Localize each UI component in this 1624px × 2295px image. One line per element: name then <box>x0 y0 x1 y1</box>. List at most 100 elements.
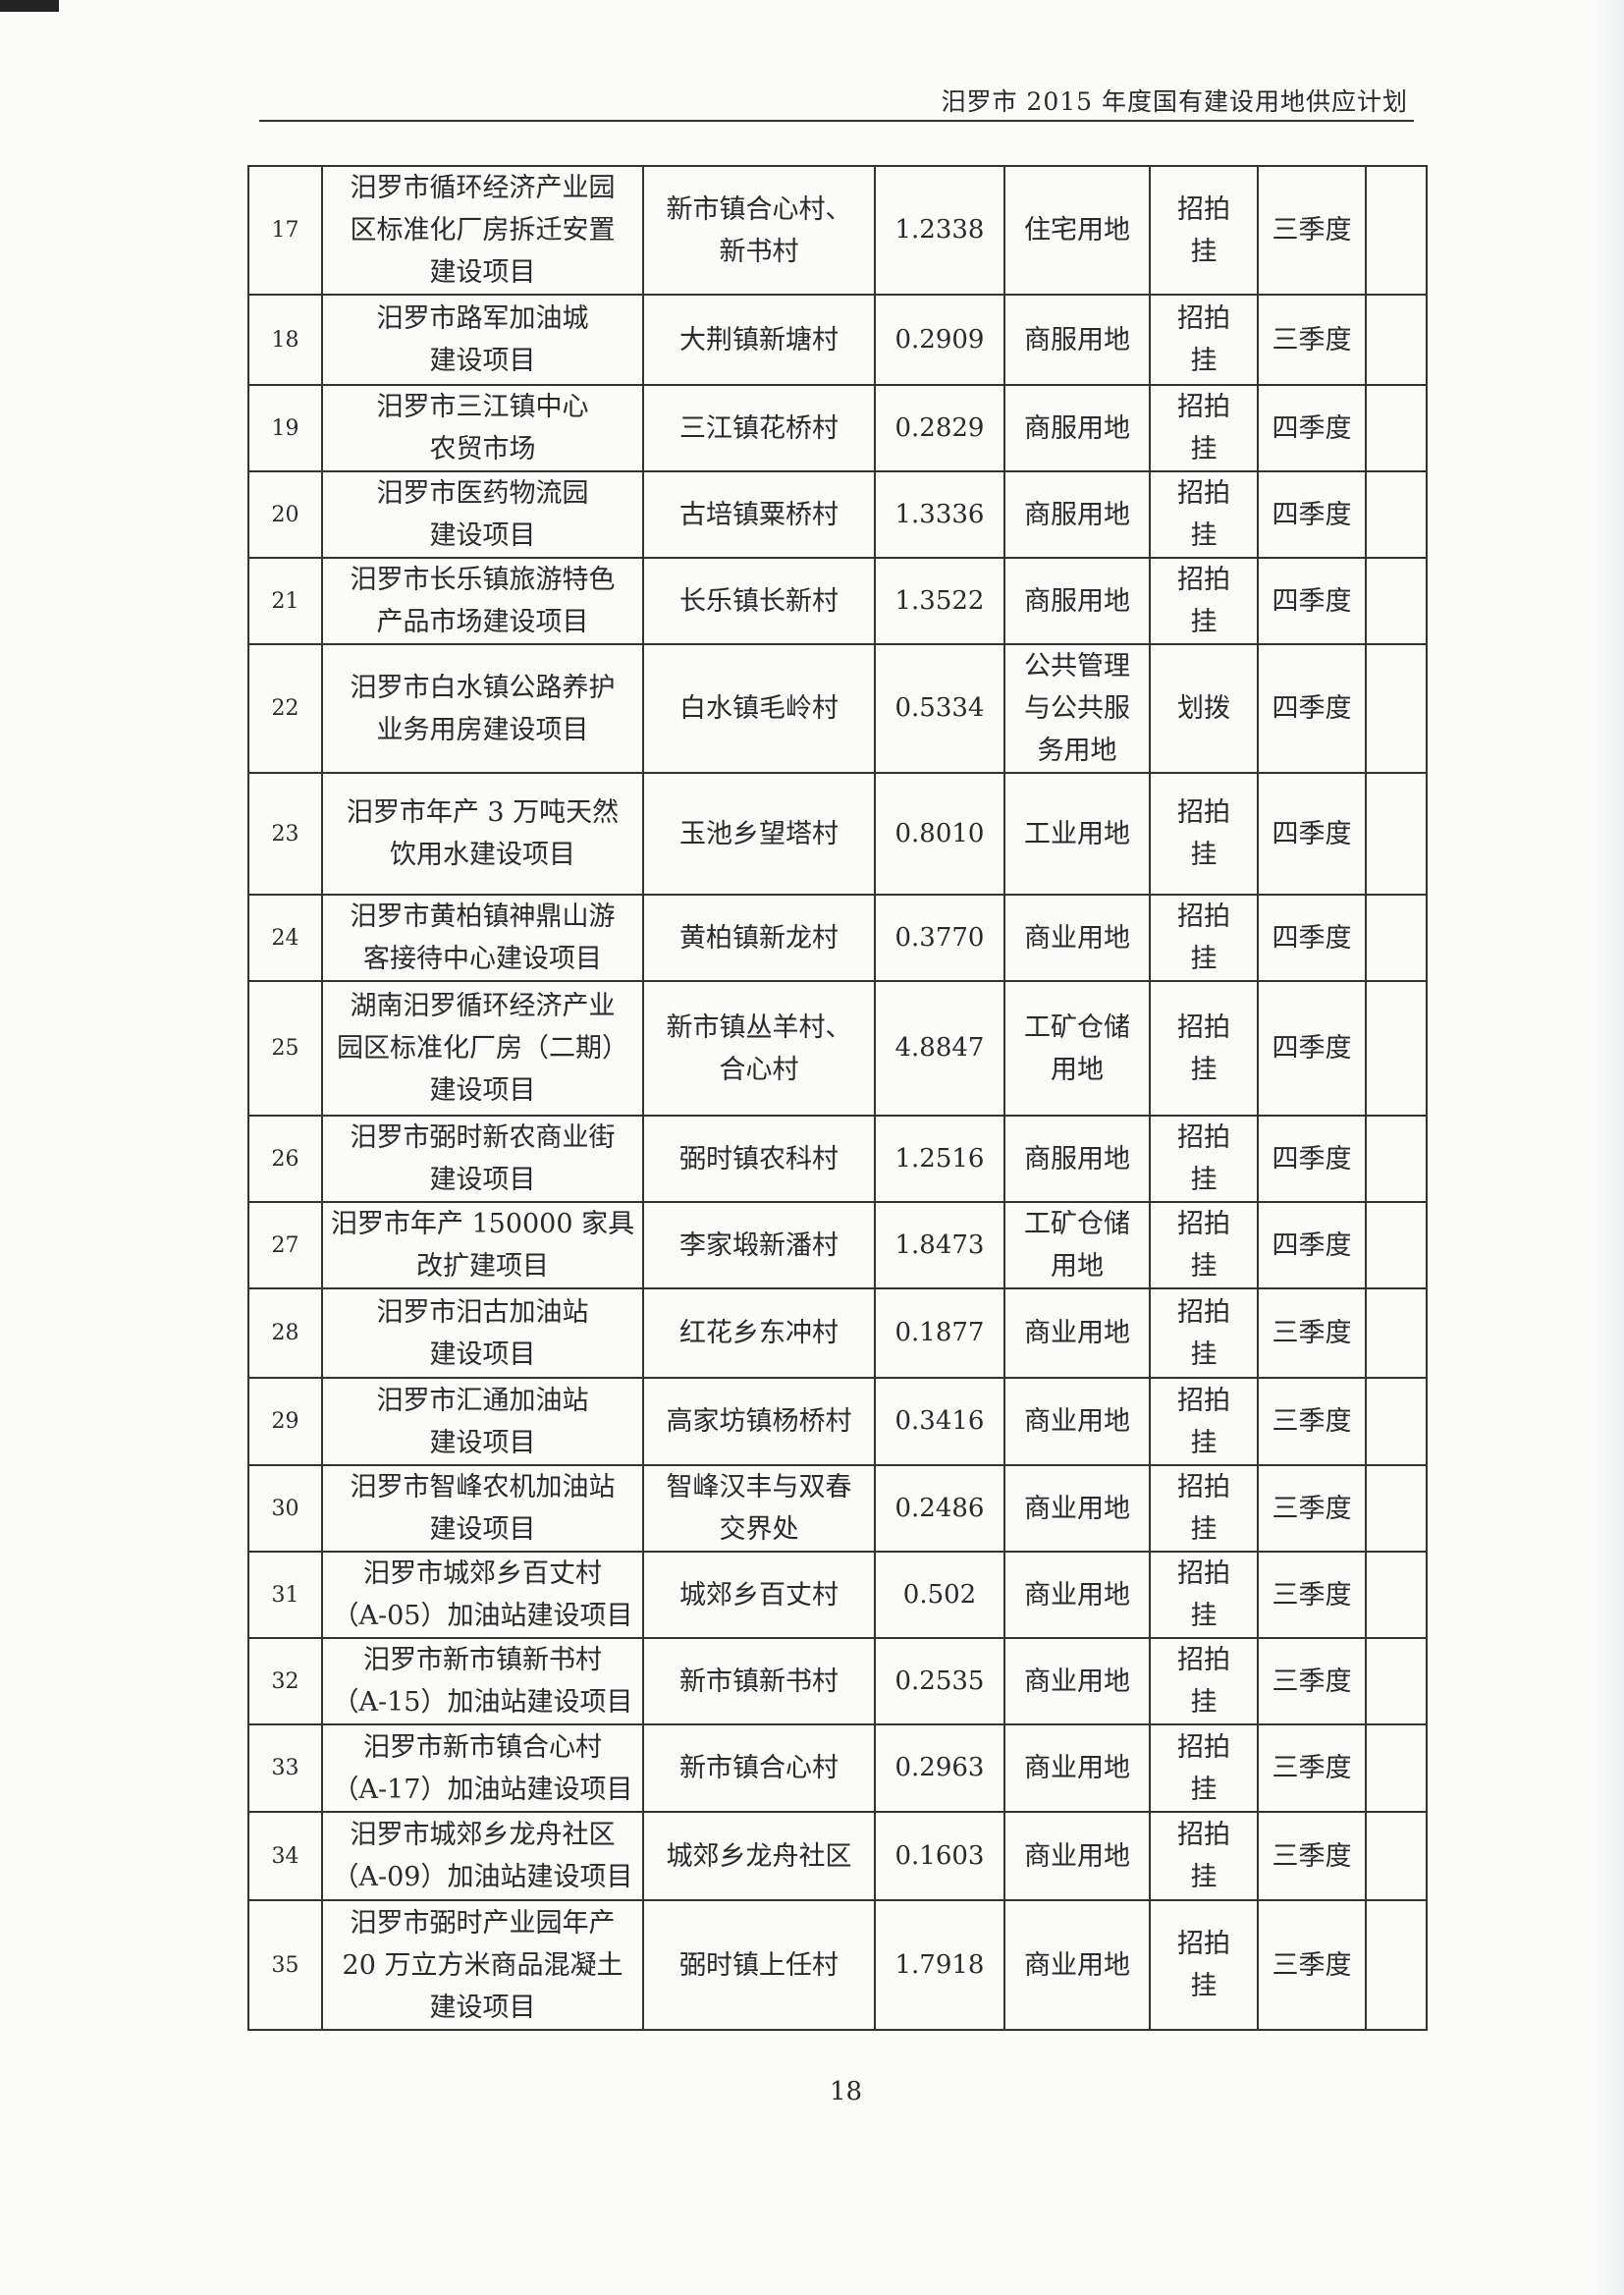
supply-method-cell: 招拍 挂 <box>1149 1201 1259 1289</box>
row-number-cell: 29 <box>247 1377 323 1466</box>
table-row: 30 汨罗市智峰农机加油站 建设项目 智峰汉丰与双春 交界处 0.2486 商业用地 招拍… <box>247 1464 1428 1553</box>
scan-edge <box>0 0 59 12</box>
table-row: 29 汨罗市汇通加油站 建设项目 高家坊镇杨桥村 0.3416 商业用地 招拍 挂三季度 <box>247 1377 1428 1466</box>
note-cell <box>1365 1899 1428 2031</box>
supply-quarter-cell: 四季度 <box>1257 557 1367 645</box>
supply-quarter-cell: 三季度 <box>1257 1637 1367 1725</box>
area-cell: 0.2829 <box>874 384 1005 472</box>
project-name-cell: 汨罗市长乐镇旅游特色 产品市场建设项目 <box>321 557 644 645</box>
area-cell: 0.1603 <box>874 1811 1005 1901</box>
location-cell: 新市镇新书村 <box>642 1637 876 1725</box>
table-row: 24 汨罗市黄柏镇神鼎山游 客接待中心建设项目 黄柏镇新龙村 0.3770 商业用地 招拍… <box>247 894 1428 982</box>
area-cell: 0.3416 <box>874 1377 1005 1466</box>
row-number-cell: 22 <box>247 643 323 774</box>
supply-method-cell: 招拍 挂 <box>1149 772 1259 896</box>
supply-quarter-cell: 三季度 <box>1257 294 1367 386</box>
area-cell: 0.1877 <box>874 1287 1005 1379</box>
note-cell <box>1365 1287 1428 1379</box>
area-cell: 0.2909 <box>874 294 1005 386</box>
project-name-cell: 汨罗市循环经济产业园 区标准化厂房拆迁安置 建设项目 <box>321 165 644 296</box>
table-row: 34 汨罗市城郊乡龙舟社区 （A-09）加油站建设项目 城郊乡龙舟社区 0.1603 商… <box>247 1811 1428 1901</box>
supply-method-cell: 划拨 <box>1149 643 1259 774</box>
supply-quarter-cell: 四季度 <box>1257 894 1367 982</box>
supply-quarter-cell: 三季度 <box>1257 1287 1367 1379</box>
table-row: 28 汨罗市汨古加油站 建设项目 红花乡东冲村 0.1877 商业用地 招拍 挂三季度 <box>247 1287 1428 1379</box>
land-use-cell: 住宅用地 <box>1003 165 1151 296</box>
table-row: 31 汨罗市城郊乡百丈村 （A-05）加油站建设项目 城郊乡百丈村 0.502 商业用地… <box>247 1551 1428 1639</box>
land-use-cell: 商业用地 <box>1003 1899 1151 2031</box>
land-use-cell: 商业用地 <box>1003 1377 1151 1466</box>
supply-quarter-cell: 三季度 <box>1257 165 1367 296</box>
location-cell: 智峰汉丰与双春 交界处 <box>642 1464 876 1553</box>
project-name-cell: 汨罗市三江镇中心 农贸市场 <box>321 384 644 472</box>
location-cell: 长乐镇长新村 <box>642 557 876 645</box>
supply-method-cell: 招拍 挂 <box>1149 1551 1259 1639</box>
project-name-cell: 汨罗市年产 3 万吨天然 饮用水建设项目 <box>321 772 644 896</box>
area-cell: 4.8847 <box>874 980 1005 1117</box>
note-cell <box>1365 894 1428 982</box>
supply-method-cell: 招拍 挂 <box>1149 165 1259 296</box>
land-use-cell: 商服用地 <box>1003 557 1151 645</box>
location-cell: 黄柏镇新龙村 <box>642 894 876 982</box>
land-use-cell: 商业用地 <box>1003 1464 1151 1553</box>
location-cell: 新市镇合心村、 新书村 <box>642 165 876 296</box>
land-use-cell: 商业用地 <box>1003 1551 1151 1639</box>
note-cell <box>1365 1201 1428 1289</box>
project-name-cell: 汨罗市黄柏镇神鼎山游 客接待中心建设项目 <box>321 894 644 982</box>
note-cell <box>1365 1115 1428 1203</box>
row-number-cell: 32 <box>247 1637 323 1725</box>
land-use-cell: 商服用地 <box>1003 470 1151 559</box>
location-cell: 白水镇毛岭村 <box>642 643 876 774</box>
area-cell: 0.2963 <box>874 1723 1005 1813</box>
supply-method-cell: 招拍 挂 <box>1149 1811 1259 1901</box>
project-name-cell: 汨罗市汨古加油站 建设项目 <box>321 1287 644 1379</box>
location-cell: 三江镇花桥村 <box>642 384 876 472</box>
row-number-cell: 30 <box>247 1464 323 1553</box>
project-name-cell: 汨罗市汇通加油站 建设项目 <box>321 1377 644 1466</box>
row-number-cell: 27 <box>247 1201 323 1289</box>
area-cell: 1.3336 <box>874 470 1005 559</box>
supply-quarter-cell: 三季度 <box>1257 1899 1367 2031</box>
area-cell: 1.3522 <box>874 557 1005 645</box>
location-cell: 玉池乡望塔村 <box>642 772 876 896</box>
note-cell <box>1365 1723 1428 1813</box>
location-cell: 城郊乡百丈村 <box>642 1551 876 1639</box>
note-cell <box>1365 980 1428 1117</box>
land-use-cell: 商服用地 <box>1003 1115 1151 1203</box>
supply-quarter-cell: 三季度 <box>1257 1551 1367 1639</box>
note-cell <box>1365 772 1428 896</box>
land-use-cell: 工矿仓储 用地 <box>1003 980 1151 1117</box>
supply-method-cell: 招拍 挂 <box>1149 1464 1259 1553</box>
row-number-cell: 21 <box>247 557 323 645</box>
area-cell: 0.3770 <box>874 894 1005 982</box>
area-cell: 0.5334 <box>874 643 1005 774</box>
note-cell <box>1365 1377 1428 1466</box>
project-name-cell: 汨罗市医药物流园 建设项目 <box>321 470 644 559</box>
table-row: 35 汨罗市弼时产业园年产 20 万立方米商品混凝土 建设项目 弼时镇上任村 1.79… <box>247 1899 1428 2031</box>
table-row: 27 汨罗市年产 150000 家具 改扩建项目 李家塅新潘村 1.8473 工矿仓储 … <box>247 1201 1428 1289</box>
row-number-cell: 18 <box>247 294 323 386</box>
land-use-cell: 商业用地 <box>1003 1637 1151 1725</box>
location-cell: 红花乡东冲村 <box>642 1287 876 1379</box>
row-number-cell: 19 <box>247 384 323 472</box>
supply-method-cell: 招拍 挂 <box>1149 894 1259 982</box>
project-name-cell: 汨罗市弼时产业园年产 20 万立方米商品混凝土 建设项目 <box>321 1899 644 2031</box>
project-name-cell: 汨罗市弼时新农商业街 建设项目 <box>321 1115 644 1203</box>
location-cell: 弼时镇农科村 <box>642 1115 876 1203</box>
note-cell <box>1365 384 1428 472</box>
land-use-cell: 商业用地 <box>1003 1723 1151 1813</box>
table-row: 21 汨罗市长乐镇旅游特色 产品市场建设项目 长乐镇长新村 1.3522 商服用地 招拍 … <box>247 557 1428 645</box>
row-number-cell: 34 <box>247 1811 323 1901</box>
area-cell: 0.8010 <box>874 772 1005 896</box>
project-name-cell: 汨罗市新市镇新书村 （A-15）加油站建设项目 <box>321 1637 644 1725</box>
row-number-cell: 26 <box>247 1115 323 1203</box>
supply-method-cell: 招拍 挂 <box>1149 1287 1259 1379</box>
table-row: 18 汨罗市路军加油城 建设项目 大荆镇新塘村 0.2909 商服用地 招拍 挂三季度 <box>247 294 1428 386</box>
supply-method-cell: 招拍 挂 <box>1149 384 1259 472</box>
supply-method-cell: 招拍 挂 <box>1149 1899 1259 2031</box>
project-name-cell: 汨罗市新市镇合心村 （A-17）加油站建设项目 <box>321 1723 644 1813</box>
supply-quarter-cell: 三季度 <box>1257 1723 1367 1813</box>
note-cell <box>1365 1464 1428 1553</box>
land-use-cell: 商业用地 <box>1003 894 1151 982</box>
supply-quarter-cell: 四季度 <box>1257 980 1367 1117</box>
